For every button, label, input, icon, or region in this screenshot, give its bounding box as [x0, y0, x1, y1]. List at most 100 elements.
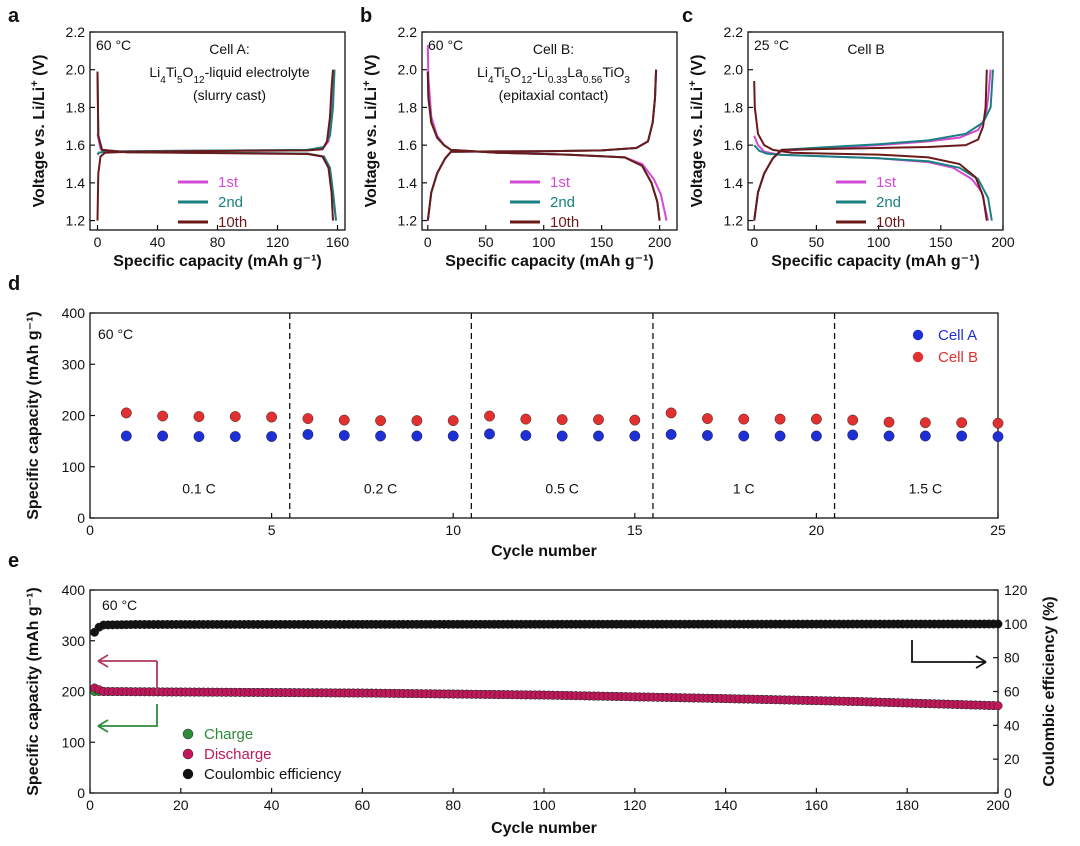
point-cell-b — [992, 417, 1004, 429]
y-axis-label: Voltage vs. Li/Li+ (V) — [687, 55, 706, 208]
cell-composition-part: 3 — [624, 75, 630, 86]
x-tick-label: 0 — [424, 234, 432, 250]
curve-10th-discharge — [753, 80, 988, 221]
legend-marker — [182, 728, 194, 740]
x-tick-label: 100 — [867, 234, 891, 250]
x-tick-label: 150 — [590, 234, 614, 250]
y-tick-label: 1.8 — [398, 99, 418, 115]
rate-label: 1 C — [733, 480, 755, 496]
x-tick-label: 15 — [627, 522, 643, 538]
y-tick-label: 2.0 — [398, 62, 418, 78]
point-cell-b — [956, 417, 968, 429]
y-tick-label: 1.8 — [66, 99, 86, 115]
point-cell-b — [375, 415, 386, 427]
point-cell-b — [629, 414, 641, 426]
y-tick-label: 1.6 — [724, 137, 744, 153]
arrow-head — [97, 654, 109, 668]
legend-marker — [912, 329, 924, 341]
point-cell-b — [774, 413, 786, 425]
legend-label: Cell A — [938, 327, 977, 344]
rate-label: 0.5 C — [545, 480, 578, 496]
cell-composition: Li4Ti5O12-Li0.33La0.56TiO3 — [477, 64, 630, 86]
cell-title: Cell B: — [533, 41, 574, 57]
plot-frame — [747, 31, 1004, 231]
panel-e: e0 20 40 60 80 100 120 140 160 180 200010020030040… — [8, 550, 1058, 837]
cell-composition-part: TiO — [602, 64, 624, 80]
y-right-tick-label: 40 — [1004, 717, 1020, 733]
x-axis-label: Specific capacity (mAh g⁻¹) — [445, 253, 654, 270]
legend-label: 1st — [218, 174, 239, 191]
panel-label: c — [682, 5, 693, 27]
cell-composition-part: 5 — [505, 75, 511, 86]
x-tick-label: 20 — [809, 522, 825, 538]
x-tick-label: 0 — [750, 234, 758, 250]
point-cell-a — [120, 430, 132, 442]
y-tick-label: 1.4 — [398, 175, 418, 191]
x-tick-label: 160 — [326, 234, 350, 250]
legend-marker — [182, 768, 194, 780]
y-axis-label: Voltage vs. Li/Li+ (V) — [29, 55, 48, 208]
legend-label: 10th — [218, 214, 247, 231]
cell-description: (slurry cast) — [193, 87, 266, 103]
y-axis-label-part: (V) — [363, 55, 380, 81]
legend-label: Charge — [204, 726, 253, 743]
x-tick-label: 80 — [445, 797, 461, 813]
x-tick-label: 10 — [445, 522, 461, 538]
cell-composition-part: -Li — [532, 64, 548, 80]
cell-composition-part: 4 — [160, 75, 166, 86]
cell-composition-part: 12 — [193, 75, 205, 86]
plot-frame — [421, 31, 678, 231]
cell-composition-part: 12 — [521, 75, 533, 86]
point-cell-a — [919, 430, 931, 442]
arrow-head — [975, 655, 987, 669]
point-cell-b — [738, 413, 750, 425]
curve-10th-charge — [426, 69, 658, 221]
cell-composition-part: Li — [149, 64, 160, 80]
point-cell-a — [992, 431, 1004, 442]
point-cell-b — [338, 414, 350, 426]
point-cell-b — [520, 413, 532, 425]
point-cell-b — [484, 410, 495, 422]
x-tick-label: 200 — [648, 234, 672, 250]
cell-composition-part: 5 — [177, 75, 183, 86]
point-cell-b — [593, 414, 604, 425]
curve-10th-discharge — [96, 71, 334, 221]
x-axis-label: Cycle number — [491, 543, 597, 560]
y-tick-label: 1.8 — [724, 99, 744, 115]
legend-label: 2nd — [218, 194, 243, 211]
x-tick-label: 0 — [94, 234, 102, 250]
cell-composition-part: -liquid electrolyte — [205, 64, 310, 80]
point-cell-a — [375, 430, 386, 442]
y-tick-label: 2.0 — [724, 62, 744, 78]
y-axis-label-part: Voltage vs. Li/Li — [31, 87, 48, 208]
point-cell-b — [447, 415, 459, 427]
point-cell-b — [919, 417, 931, 429]
cell-composition-part: Li — [477, 64, 488, 80]
y-axis-label-part: (V) — [689, 55, 706, 81]
x-tick-label: 40 — [264, 797, 280, 813]
x-tick-label: 25 — [990, 522, 1006, 538]
point-cell-a — [956, 430, 968, 442]
point-cell-a — [811, 430, 822, 442]
point-cell-a — [883, 430, 895, 442]
point-cell-a — [738, 430, 750, 442]
arrow-to-right-axis — [911, 640, 986, 663]
point-cell-a — [484, 428, 495, 440]
legend-label: 2nd — [550, 194, 575, 211]
arrow-head — [97, 719, 109, 733]
y-right-tick-label: 120 — [1004, 582, 1028, 598]
y-tick-label: 2.2 — [398, 24, 418, 40]
x-tick-label: 40 — [150, 234, 166, 250]
cell-composition-part: O — [510, 64, 521, 80]
y-tick-label: 2.0 — [66, 62, 86, 78]
temperature-label: 25 °C — [754, 37, 789, 53]
cell-description: (epitaxial contact) — [499, 87, 609, 103]
x-tick-label: 80 — [210, 234, 226, 250]
curve-2nd-discharge — [753, 144, 993, 221]
point-cell-a — [157, 430, 169, 442]
x-tick-label: 100 — [532, 797, 556, 813]
y-tick-label: 1.2 — [66, 213, 86, 229]
x-tick-label: 120 — [266, 234, 290, 250]
y-tick-label: 2.2 — [66, 24, 86, 40]
